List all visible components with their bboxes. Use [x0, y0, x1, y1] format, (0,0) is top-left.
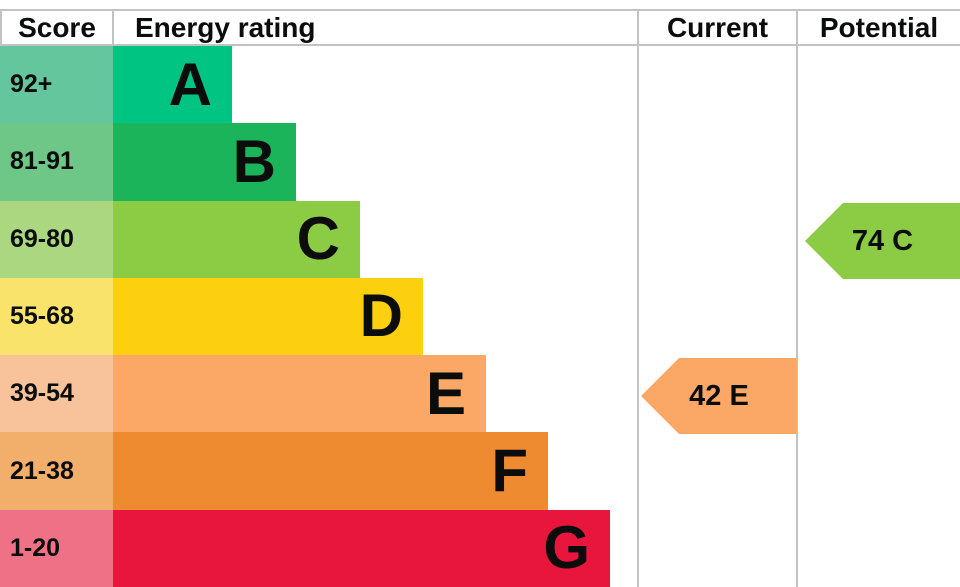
band-bar-c: C	[113, 200, 360, 278]
band-letter: C	[296, 205, 340, 273]
band-row-d: 55-68 D	[0, 277, 960, 356]
score-range-a: 92+	[0, 46, 113, 124]
band-bar-g: G	[113, 509, 610, 587]
score-range-g: 1-20	[0, 509, 113, 587]
band-letter: G	[543, 514, 590, 582]
header-left-border	[0, 9, 2, 46]
table-top-border	[0, 9, 960, 11]
band-bar-b: B	[113, 123, 296, 201]
potential-rating-arrow: 74 C	[805, 203, 960, 279]
header-bottom-border	[0, 44, 960, 46]
score-range-label: 69-80	[10, 224, 74, 253]
band-row-g: 1-20 G	[0, 509, 960, 587]
band-bar-d: D	[113, 277, 423, 356]
band-bar-e: E	[113, 355, 486, 433]
score-range-label: 39-54	[10, 379, 74, 408]
band-rows: 92+ A 81-91 B 69-80 C 55-68	[0, 46, 960, 587]
score-range-e: 39-54	[0, 355, 113, 433]
score-range-label: 55-68	[10, 301, 74, 330]
potential-column-divider	[796, 9, 798, 587]
band-row-b: 81-91 B	[0, 123, 960, 201]
band-row-f: 21-38 F	[0, 432, 960, 510]
score-range-b: 81-91	[0, 123, 113, 201]
score-range-label: 81-91	[10, 147, 74, 176]
band-letter: E	[425, 359, 466, 427]
column-header-score: Score	[18, 11, 96, 43]
column-header-potential: Potential	[819, 11, 939, 43]
potential-rating-value: 74 C	[851, 224, 914, 257]
band-row-e: 39-54 E	[0, 355, 960, 433]
score-range-d: 55-68	[0, 277, 113, 356]
band-letter: D	[359, 282, 403, 350]
score-range-label: 21-38	[10, 456, 74, 485]
column-header-energy-rating: Energy rating	[135, 11, 316, 43]
band-letter: F	[491, 437, 528, 505]
band-letter: A	[168, 50, 212, 118]
band-row-c: 69-80 C	[0, 200, 960, 278]
score-range-f: 21-38	[0, 432, 113, 510]
current-rating-arrow: 42 E	[641, 358, 797, 434]
column-header-current: Current	[666, 11, 769, 43]
band-row-a: 92+ A	[0, 46, 960, 124]
band-bar-f: F	[113, 432, 548, 510]
score-range-label: 1-20	[10, 533, 61, 562]
score-range-label: 92+	[10, 70, 53, 99]
score-column-divider	[112, 9, 114, 46]
score-range-c: 69-80	[0, 200, 113, 278]
band-letter: B	[232, 127, 276, 195]
current-rating-value: 42 E	[689, 379, 749, 412]
current-column-divider	[637, 9, 639, 587]
band-bar-a: A	[113, 46, 232, 124]
